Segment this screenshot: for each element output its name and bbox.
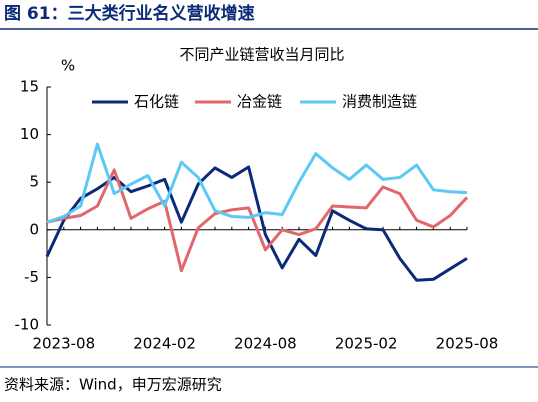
x-tick-label: 2023-08 — [32, 335, 95, 353]
x-tick-label: 2025-08 — [436, 335, 499, 353]
y-tick-label: 10 — [20, 125, 39, 143]
legend-label: 石化链 — [134, 93, 179, 111]
y-axis-label: % — [61, 57, 75, 75]
chart-title: 不同产业链营收当月同比 — [179, 46, 344, 64]
x-tick-label: 2025-02 — [335, 335, 398, 353]
y-tick-label: -5 — [24, 268, 39, 286]
x-tick-label: 2024-02 — [133, 335, 196, 353]
y-tick-label: 0 — [29, 220, 39, 238]
y-tick-label: 15 — [20, 78, 39, 96]
x-tick-label: 2024-08 — [234, 335, 297, 353]
series-line — [46, 168, 469, 273]
figure-title: 图 61：三大类行业名义营收增速 — [4, 3, 255, 24]
legend-label: 消费制造链 — [342, 93, 417, 111]
series-line — [46, 142, 468, 224]
source: 资料来源：Wind，申万宏源研究 — [4, 376, 222, 394]
y-tick-label: 5 — [29, 173, 39, 191]
y-tick-label: -10 — [15, 316, 40, 334]
legend-label: 冶金链 — [237, 93, 282, 111]
